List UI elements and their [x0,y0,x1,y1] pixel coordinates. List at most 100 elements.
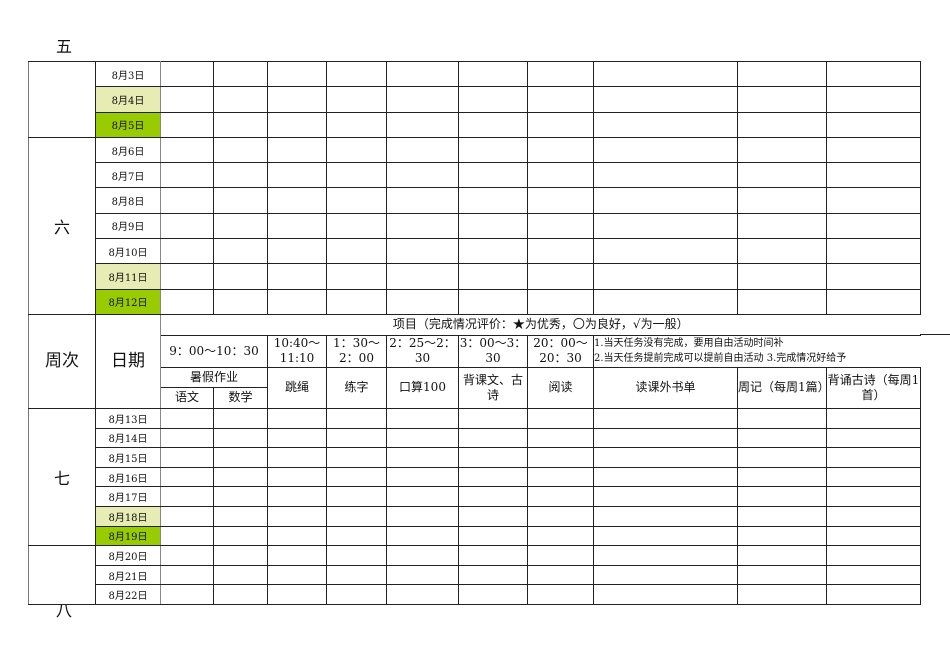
entry-cell[interactable] [458,238,528,265]
entry-cell[interactable] [213,545,268,566]
entry-cell[interactable] [326,505,387,527]
entry-cell[interactable] [386,407,459,429]
entry-cell[interactable] [527,584,594,605]
entry-cell[interactable] [386,60,459,88]
entry-cell[interactable] [386,545,459,566]
entry-cell[interactable] [593,584,738,605]
entry-cell[interactable] [527,263,594,290]
entry-cell[interactable] [826,447,921,468]
entry-cell[interactable] [527,466,594,488]
entry-cell[interactable] [386,187,459,214]
entry-cell[interactable] [826,545,921,566]
entry-cell[interactable] [737,427,827,449]
entry-cell[interactable] [593,136,738,164]
entry-cell[interactable] [527,60,594,88]
entry-cell[interactable] [826,407,921,429]
entry-cell[interactable] [326,238,387,265]
entry-cell[interactable] [213,60,268,88]
entry-cell[interactable] [458,525,528,547]
entry-cell[interactable] [826,564,921,586]
entry-cell[interactable] [386,505,459,527]
entry-cell[interactable] [593,263,738,290]
entry-cell[interactable] [386,486,459,507]
entry-cell[interactable] [213,136,268,164]
entry-cell[interactable] [527,86,594,113]
entry-cell[interactable] [826,238,921,265]
entry-cell[interactable] [593,111,738,138]
entry-cell[interactable] [267,238,327,265]
entry-cell[interactable] [213,111,268,138]
entry-cell[interactable] [326,136,387,164]
entry-cell[interactable] [458,162,528,189]
entry-cell[interactable] [737,486,827,507]
entry-cell[interactable] [326,212,387,240]
entry-cell[interactable] [326,407,387,429]
entry-cell[interactable] [593,505,738,527]
entry-cell[interactable] [160,545,214,566]
entry-cell[interactable] [213,162,268,189]
entry-cell[interactable] [160,584,214,605]
entry-cell[interactable] [593,525,738,547]
entry-cell[interactable] [826,505,921,527]
entry-cell[interactable] [826,584,921,605]
entry-cell[interactable] [527,545,594,566]
entry-cell[interactable] [213,525,268,547]
entry-cell[interactable] [160,238,214,265]
entry-cell[interactable] [826,427,921,449]
entry-cell[interactable] [527,111,594,138]
entry-cell[interactable] [326,263,387,290]
entry-cell[interactable] [267,162,327,189]
entry-cell[interactable] [458,427,528,449]
entry-cell[interactable] [267,263,327,290]
entry-cell[interactable] [527,162,594,189]
entry-cell[interactable] [826,466,921,488]
entry-cell[interactable] [458,584,528,605]
entry-cell[interactable] [326,187,387,214]
entry-cell[interactable] [267,505,327,527]
entry-cell[interactable] [527,407,594,429]
entry-cell[interactable] [160,212,214,240]
entry-cell[interactable] [737,407,827,429]
entry-cell[interactable] [737,136,827,164]
entry-cell[interactable] [593,466,738,488]
entry-cell[interactable] [386,238,459,265]
entry-cell[interactable] [458,288,528,315]
entry-cell[interactable] [160,86,214,113]
entry-cell[interactable] [267,187,327,214]
entry-cell[interactable] [267,407,327,429]
entry-cell[interactable] [326,525,387,547]
entry-cell[interactable] [213,466,268,488]
entry-cell[interactable] [213,238,268,265]
entry-cell[interactable] [458,111,528,138]
entry-cell[interactable] [213,584,268,605]
entry-cell[interactable] [593,162,738,189]
entry-cell[interactable] [826,187,921,214]
entry-cell[interactable] [826,162,921,189]
entry-cell[interactable] [160,564,214,586]
entry-cell[interactable] [160,427,214,449]
entry-cell[interactable] [737,288,827,315]
entry-cell[interactable] [458,564,528,586]
entry-cell[interactable] [737,238,827,265]
entry-cell[interactable] [326,447,387,468]
entry-cell[interactable] [160,505,214,527]
entry-cell[interactable] [737,564,827,586]
entry-cell[interactable] [527,427,594,449]
entry-cell[interactable] [458,60,528,88]
entry-cell[interactable] [213,407,268,429]
entry-cell[interactable] [527,212,594,240]
entry-cell[interactable] [826,263,921,290]
entry-cell[interactable] [527,525,594,547]
entry-cell[interactable] [386,525,459,547]
entry-cell[interactable] [826,86,921,113]
entry-cell[interactable] [267,136,327,164]
entry-cell[interactable] [326,288,387,315]
entry-cell[interactable] [737,584,827,605]
entry-cell[interactable] [386,111,459,138]
entry-cell[interactable] [826,60,921,88]
entry-cell[interactable] [458,86,528,113]
entry-cell[interactable] [160,60,214,88]
entry-cell[interactable] [737,447,827,468]
entry-cell[interactable] [737,86,827,113]
entry-cell[interactable] [267,427,327,449]
